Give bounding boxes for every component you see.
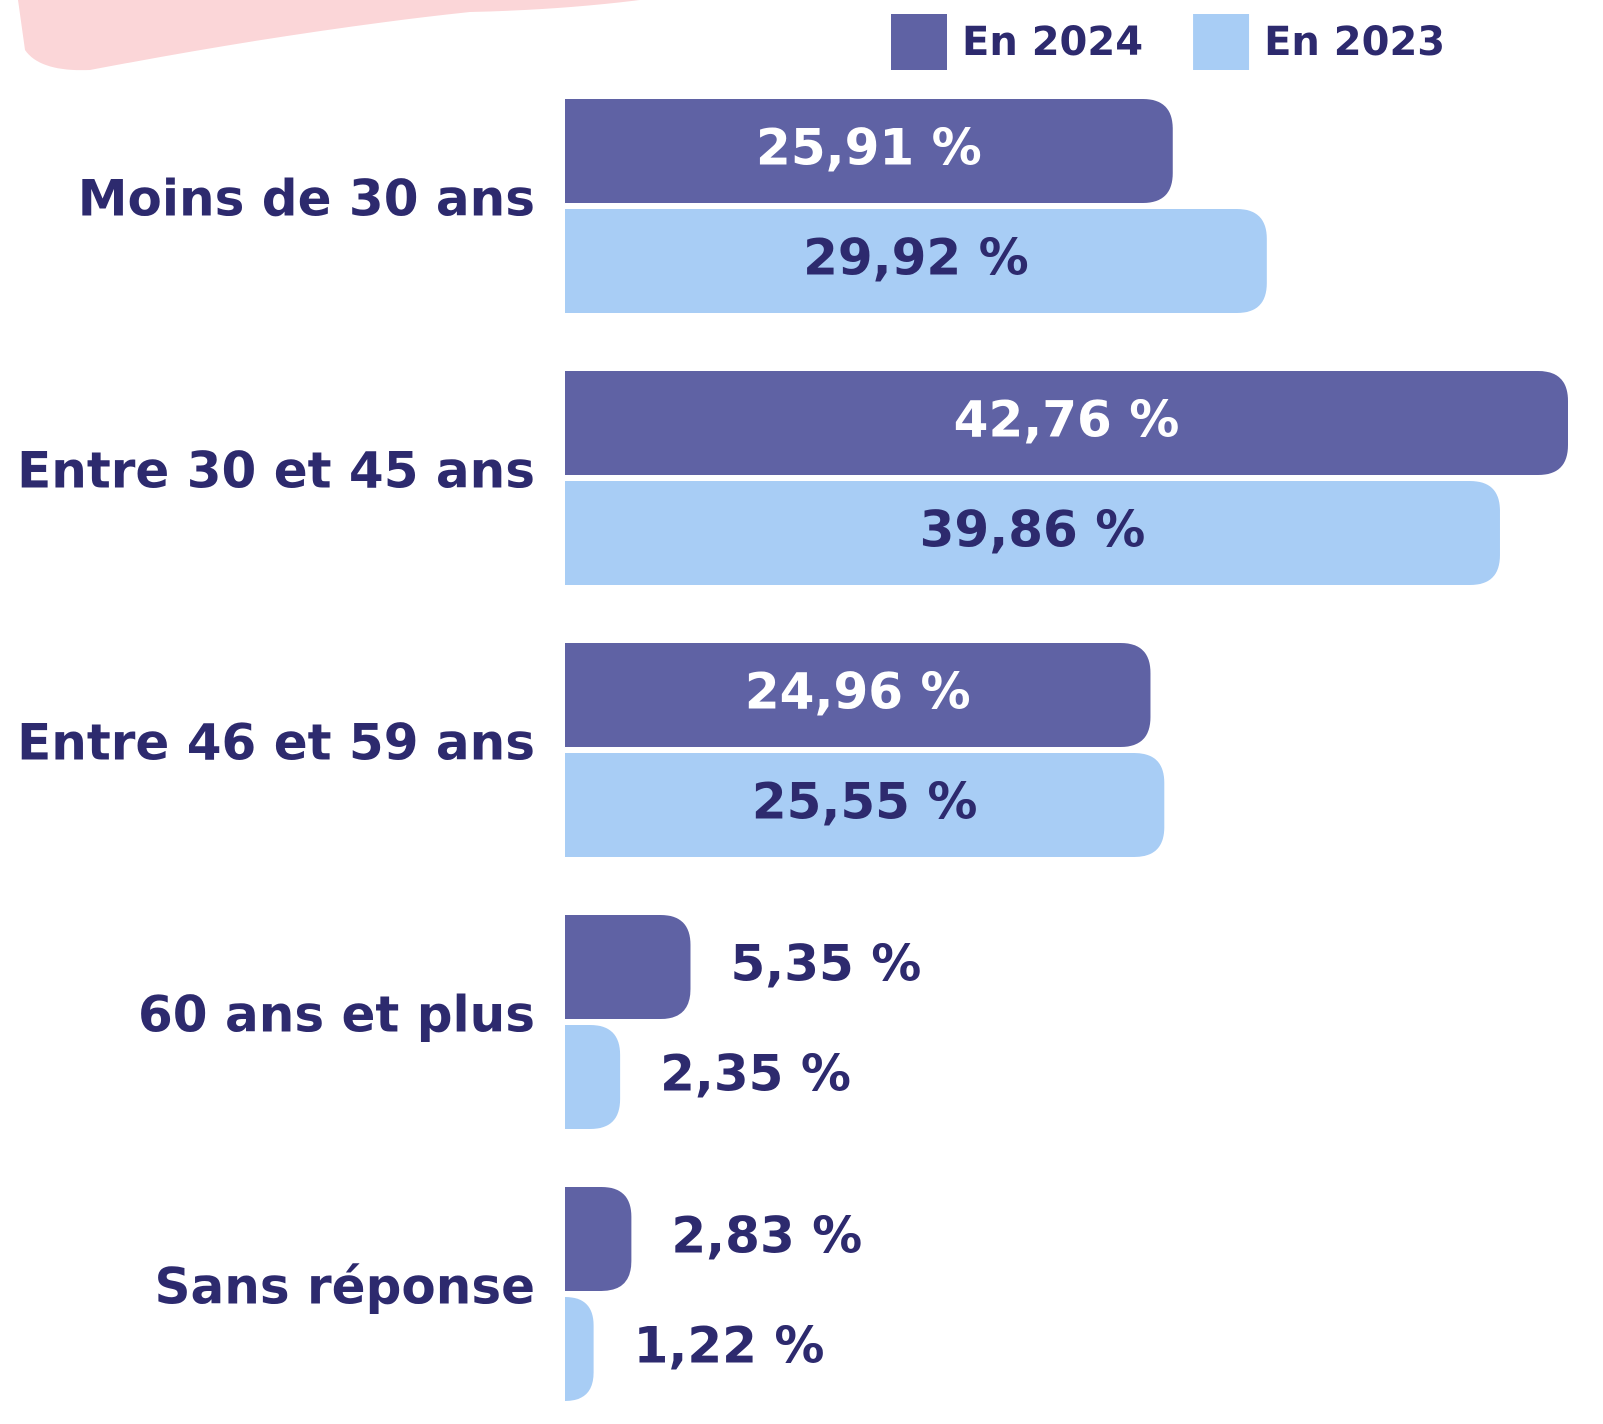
category-label: Entre 30 et 45 ans bbox=[17, 442, 535, 500]
value-label: 25,55 % bbox=[752, 773, 978, 831]
category-label: Sans réponse bbox=[155, 1258, 536, 1316]
category-label: Moins de 30 ans bbox=[78, 170, 535, 228]
bar bbox=[565, 209, 1267, 313]
bar bbox=[565, 915, 691, 1019]
bar bbox=[565, 371, 1568, 475]
value-label: 2,83 % bbox=[671, 1207, 862, 1265]
value-label: 5,35 % bbox=[730, 935, 921, 993]
bar bbox=[565, 753, 1165, 857]
bar bbox=[565, 99, 1173, 203]
bar bbox=[565, 1297, 594, 1401]
value-label: 39,86 % bbox=[920, 501, 1146, 559]
legend-label: En 2023 bbox=[1264, 19, 1445, 65]
legend-swatch bbox=[1193, 14, 1250, 70]
bar bbox=[565, 481, 1500, 585]
category-label: Entre 46 et 59 ans bbox=[17, 714, 535, 772]
value-label: 29,92 % bbox=[803, 229, 1029, 287]
decoration bbox=[18, 0, 640, 71]
bar bbox=[565, 1187, 632, 1291]
value-label: 25,91 % bbox=[756, 119, 982, 177]
category-label: 60 ans et plus bbox=[138, 986, 535, 1044]
value-label: 42,76 % bbox=[954, 391, 1180, 449]
value-label: 24,96 % bbox=[745, 663, 971, 721]
bar bbox=[565, 643, 1151, 747]
value-label: 1,22 % bbox=[634, 1317, 825, 1375]
value-label: 2,35 % bbox=[660, 1045, 851, 1103]
legend-label: En 2024 bbox=[962, 19, 1143, 65]
legend-swatch bbox=[891, 14, 947, 70]
bar bbox=[565, 1025, 621, 1129]
